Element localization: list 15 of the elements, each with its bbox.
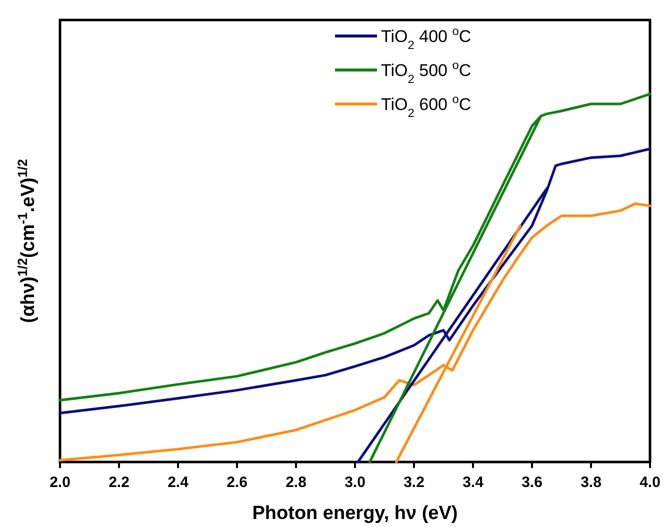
legend-label: TiO$_{2}$ 500 $^{o}$C (381, 58, 472, 86)
x-tick-label: 3.2 (404, 474, 424, 491)
x-tick-label: 3.6 (522, 474, 542, 491)
x-tick-label: 3.0 (344, 474, 366, 491)
legend-label: TiO$_{2}$ 400 $^{o}$C (381, 24, 472, 52)
x-tick-label: 3.8 (580, 474, 602, 491)
x-tick-label: 2.8 (286, 474, 306, 491)
x-tick-label: 2.6 (226, 474, 248, 491)
x-tick-label: 2.4 (168, 474, 190, 491)
x-tick-label: 3.4 (462, 474, 484, 491)
x-axis-title: Photon energy, hν (eV) (252, 503, 458, 524)
x-tick-label: 2.0 (50, 474, 70, 491)
x-tick-label: 2.2 (108, 474, 130, 491)
x-tick-label: 4.0 (640, 474, 660, 491)
legend-label: TiO$_{2}$ 600 $^{o}$C (381, 92, 472, 120)
